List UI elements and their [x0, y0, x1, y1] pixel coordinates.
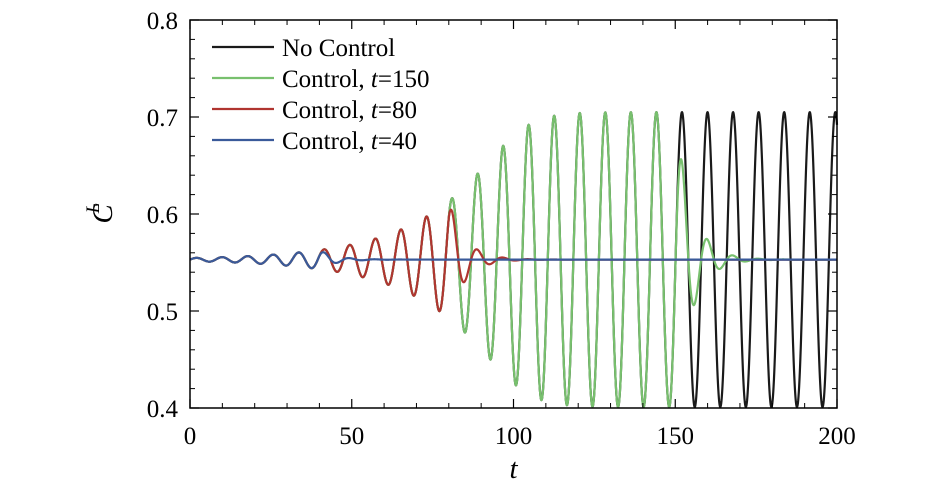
x-tick-label: 0	[184, 423, 197, 450]
legend-entry-prefix: Control,	[282, 97, 371, 124]
y-tick-label: 0.7	[147, 105, 178, 132]
x-tick-label: 50	[339, 423, 364, 450]
x-tick-label: 200	[818, 423, 856, 450]
legend-entry-prefix: No Control	[282, 35, 395, 62]
legend-entry-variable: t	[371, 128, 379, 155]
y-axis-label-main: C	[87, 204, 119, 224]
x-tick-label: 150	[657, 423, 695, 450]
legend-entry-variable: t	[371, 97, 379, 124]
y-tick-label: 0.5	[147, 299, 178, 326]
legend-entry-label: Control, t=80	[282, 97, 417, 124]
series-line	[189, 251, 838, 270]
y-tick-label: 0.8	[147, 8, 178, 35]
legend-entry-value: =40	[378, 128, 417, 155]
y-tick-label: 0.4	[147, 396, 179, 423]
legend-entry-variable: t	[371, 66, 379, 93]
y-axis-label-subscript: L	[83, 203, 104, 215]
legend-entry-label: Control, t=150	[282, 66, 429, 93]
x-axis-label: t	[509, 453, 518, 485]
legend-entry-prefix: Control,	[282, 128, 371, 155]
legend-entry-label: Control, t=40	[282, 128, 417, 155]
x-tick-label: 100	[495, 423, 533, 450]
y-axis-label: C L	[83, 203, 119, 224]
legend-entry-value: =80	[378, 97, 417, 124]
legend-entry-prefix: Control,	[282, 66, 371, 93]
y-tick-label: 0.6	[147, 202, 178, 229]
legend-entry-value: =150	[378, 66, 430, 93]
series-layer	[189, 111, 839, 409]
axis-ticks	[189, 19, 838, 409]
axis-tick-labels: 0 50 100 150 200 0.4 0.5 0.6 0.7 0.8	[147, 8, 856, 450]
legend-entry-label: No Control	[282, 35, 395, 62]
